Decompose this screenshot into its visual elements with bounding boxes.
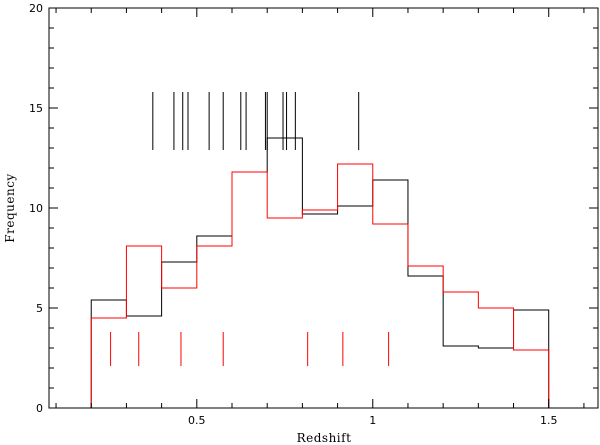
histogram-series-1 (90, 137, 550, 408)
plot-area (90, 92, 550, 408)
histogram-series-2 (90, 163, 550, 408)
x-tick-label: 0.5 (188, 414, 206, 427)
x-tick-label: 1.5 (540, 414, 558, 427)
y-tick-label: 20 (29, 2, 43, 15)
x-axis-title: Redshift (297, 431, 352, 445)
y-tick-label: 5 (36, 302, 43, 315)
plot-frame (48, 7, 599, 409)
y-tick-label: 10 (29, 202, 43, 215)
x-tick-label: 1 (369, 414, 376, 427)
axes: 0 5 10 15 20 0.5 1 1.5 (29, 2, 599, 427)
y-tick-label: 15 (29, 102, 43, 115)
y-tick-label: 0 (36, 402, 43, 415)
y-axis-title: Frequency (3, 173, 17, 242)
